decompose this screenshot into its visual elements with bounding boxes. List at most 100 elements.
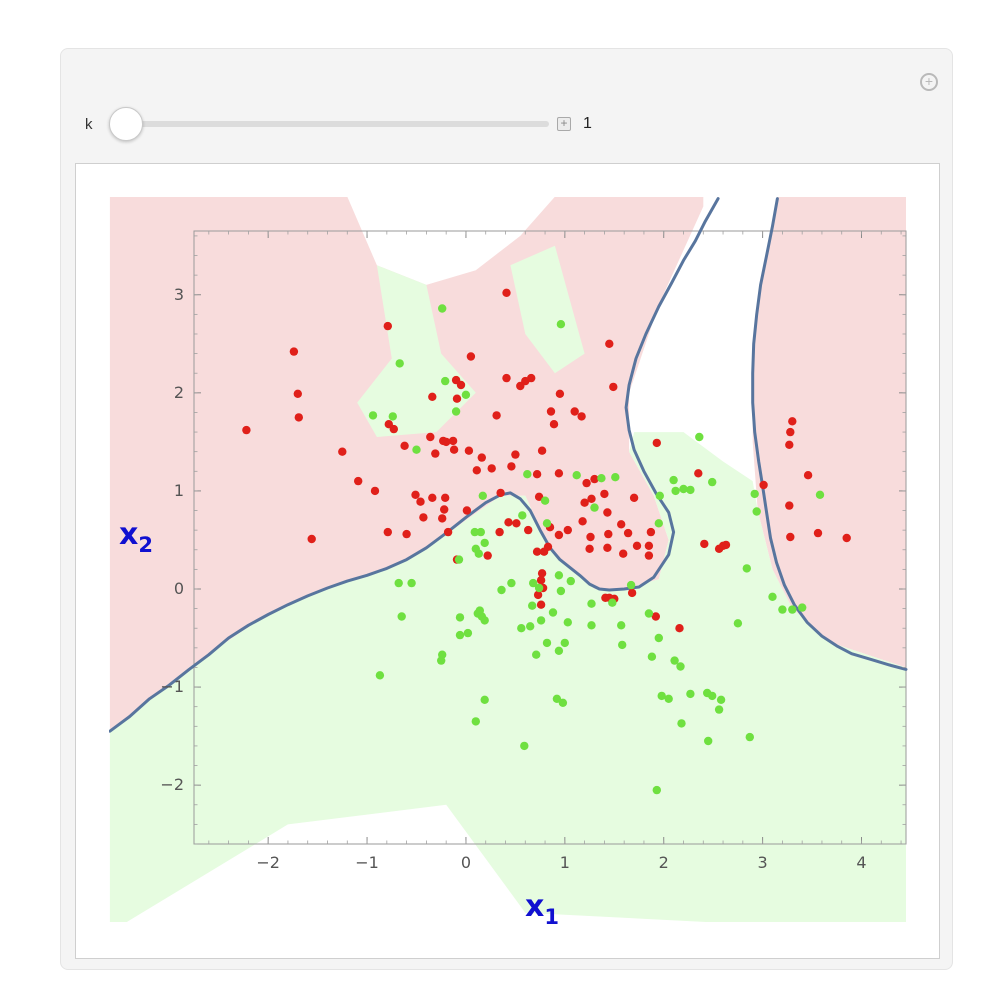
x-tick-label: 0 [461,853,471,872]
green-point [475,606,484,615]
green-point [463,628,473,638]
green-point [536,616,546,625]
red-point [487,464,496,473]
green-point [644,609,654,618]
expand-icon[interactable]: + [557,117,571,131]
red-point [533,590,543,600]
green-point [647,652,657,661]
boundary-line [109,197,720,733]
red-point [785,440,794,449]
green-point [395,359,404,368]
green-point [455,613,465,622]
red-point [590,474,599,484]
green-point [394,578,403,588]
red-point [492,411,501,420]
green-point [523,470,532,479]
red-point [370,486,380,496]
y-tick-label: 3 [174,285,184,304]
red-point [785,501,794,510]
green-point [655,491,664,500]
green-point [590,503,599,512]
green-point [704,736,713,746]
green-point [652,785,661,795]
red-point [563,525,572,535]
red-point [759,480,768,490]
x-tick-label: −2 [256,853,280,872]
green-point [626,580,636,590]
green-point [461,390,471,399]
circle-plus-icon[interactable]: + [920,73,938,91]
green-point [778,605,787,614]
green-point [708,477,717,487]
green-point [558,698,568,707]
green-point [556,586,566,596]
green-point [554,571,564,580]
green-point [520,741,529,751]
slider-track[interactable] [111,121,549,127]
green-point [679,484,688,494]
green-point [480,695,489,704]
red-point [419,513,428,522]
green-point [540,496,550,505]
green-point [454,555,464,564]
red-point [466,352,476,361]
red-point [431,449,440,458]
red-point [646,527,656,537]
x-axis-label-text: x [525,889,544,924]
red-point [293,389,302,398]
y-tick-label: 0 [174,579,184,598]
red-point [577,412,586,421]
green-point [618,640,627,650]
red-point [603,543,612,552]
classification-regions [109,197,906,922]
red-point [495,527,504,537]
green-point [368,411,378,420]
green-point [552,694,562,703]
red-point [426,432,435,442]
red-point [629,493,639,502]
green-point [669,475,678,485]
x-tick-label: 2 [659,853,669,872]
green-point [375,671,385,680]
green-point [471,717,480,726]
plot-panel: −2 −1 0 1 2 3 4 −2 −1 0 1 2 3 x1 x2 [75,163,940,959]
green-point [412,445,421,454]
green-point [451,407,461,416]
red-point [524,525,533,535]
red-point [507,462,516,471]
red-point [294,413,303,422]
green-point [716,695,726,704]
green-point [742,564,751,573]
green-point [526,622,535,631]
red-point [536,600,546,609]
y-tick-label: 2 [174,383,184,402]
slider-thumb[interactable] [109,107,143,141]
slider-label: k [85,116,93,133]
red-point [511,450,520,459]
x-tick-label: −1 [355,853,379,872]
red-point [462,506,472,515]
red-point [428,392,437,401]
green-point [752,507,761,516]
red-point [477,453,486,462]
red-point [585,544,594,553]
red-point [803,471,813,480]
red-point [586,532,595,542]
data-points [242,288,851,795]
red-point [786,532,795,542]
red-point [587,494,596,503]
red-point [416,497,425,506]
green-point [554,646,564,655]
red-point [536,576,546,585]
red-point [383,527,392,537]
green-point [476,527,485,537]
red-point [539,547,549,556]
green-point [441,376,450,386]
green-point [397,612,406,621]
red-point [448,436,458,446]
red-point [578,517,587,526]
green-point [671,486,680,496]
green-point [670,656,679,665]
y-axis-label: x2 [119,517,153,557]
